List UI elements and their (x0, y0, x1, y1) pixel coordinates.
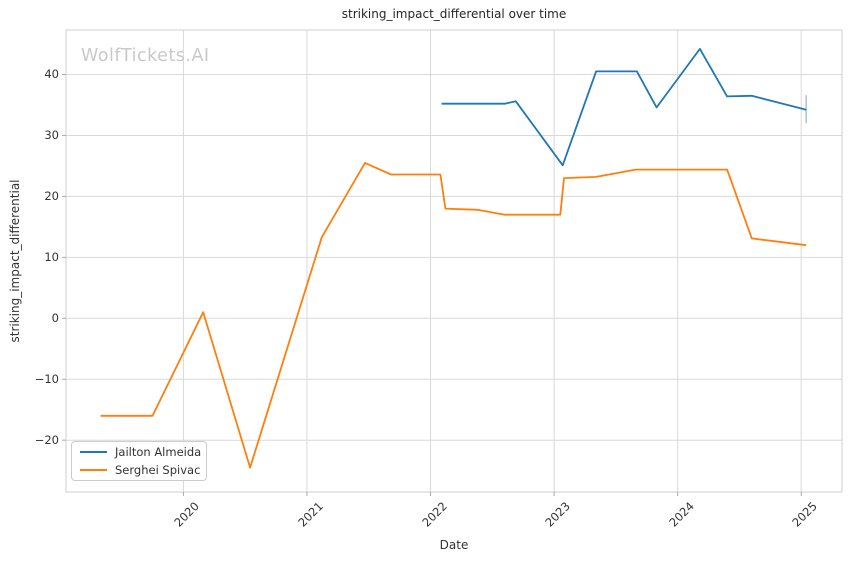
y-tick-label: 30 (44, 128, 59, 143)
legend-line-sample (80, 451, 107, 453)
legend-line-sample (80, 469, 107, 471)
series-line-0 (441, 48, 807, 167)
y-tick-label: 20 (44, 189, 59, 204)
y-tick-label: −10 (34, 372, 59, 387)
watermark: WolfTickets.AI (81, 46, 210, 66)
legend-label: Serghei Spivac (115, 463, 201, 477)
legend-item: Serghei Spivac (72, 463, 206, 477)
y-tick-label: 40 (44, 67, 59, 82)
y-tick-label: 0 (51, 311, 59, 326)
y-axis-label: striking_impact_differential (8, 179, 22, 343)
series-line-1 (100, 161, 807, 469)
legend: Jailton Almeida Serghei Spivac (71, 441, 207, 481)
legend-item: Jailton Almeida (72, 445, 206, 459)
chart-title: striking_impact_differential over time (341, 7, 567, 21)
y-tick-label: 10 (44, 250, 59, 265)
legend-label: Jailton Almeida (115, 445, 202, 459)
x-axis-label: Date (439, 538, 469, 552)
plot-border (65, 29, 843, 493)
y-tick-label: −20 (34, 433, 59, 448)
